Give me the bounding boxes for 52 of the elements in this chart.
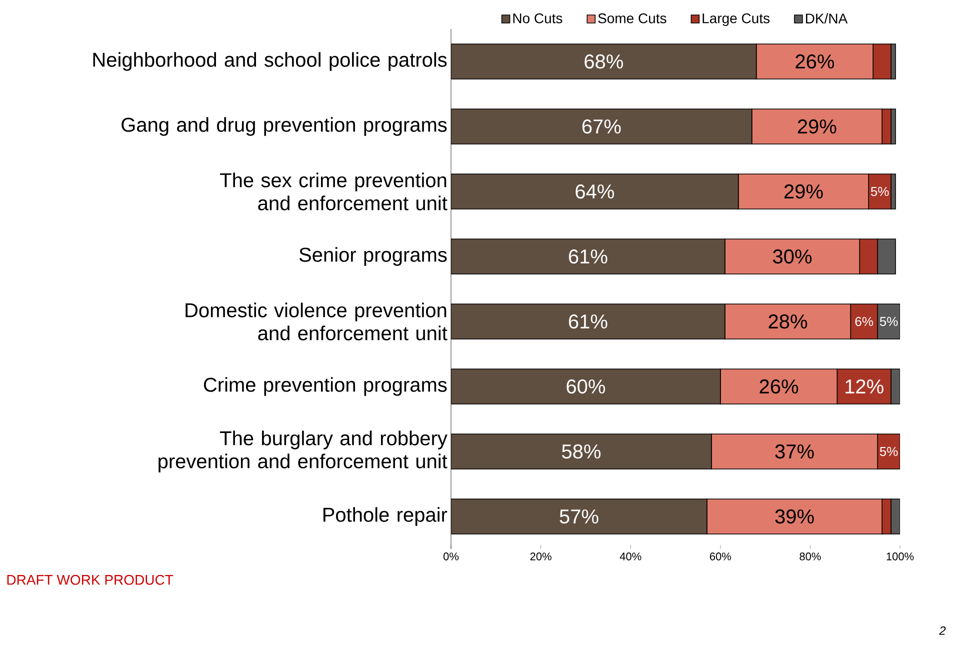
legend-label: DK/NA [806, 13, 848, 24]
x-tick-label: 20% [530, 552, 552, 560]
data-label: 68% [584, 54, 623, 69]
bar [451, 498, 708, 534]
data-label: 37% [775, 444, 814, 459]
bar [451, 174, 739, 210]
data-label: 57% [560, 509, 598, 524]
data-label: 67% [582, 119, 621, 134]
x-tick-label: 80% [800, 552, 821, 560]
data-label: 5% [870, 186, 889, 196]
data-label: 61% [568, 314, 608, 329]
y-tick-label: The sex crime prevention and enforcement unit [220, 172, 448, 210]
legend-label: Large Cuts [702, 13, 770, 26]
bar [872, 44, 892, 80]
data-label: 26% [760, 379, 798, 394]
data-label: 26% [796, 54, 834, 69]
data-label: 12% [846, 379, 884, 394]
data-label: 5% [880, 446, 898, 456]
data-label: 60% [566, 379, 606, 394]
y-tick-label: Domestic violence prevention and enforcement unit [186, 302, 448, 340]
x-tick-label: 100% [886, 552, 914, 560]
text: 2 [939, 626, 946, 635]
y-tick-label: The burglary and robbery prevention and enforcement unit [158, 430, 448, 472]
y-tick-label: Senior programs [299, 247, 447, 266]
data-label: 29% [784, 184, 823, 199]
bar [877, 238, 896, 274]
data-label: 29% [798, 119, 836, 134]
x-tick-label: 40% [620, 552, 642, 560]
data-label: 28% [768, 314, 808, 329]
bar [451, 238, 726, 274]
bar [451, 108, 752, 144]
bar [451, 44, 757, 80]
data-label: 39% [775, 509, 814, 524]
y-tick-label: Pothole repair [323, 507, 448, 526]
data-label: 30% [773, 249, 812, 264]
y-tick-label: Neighborhood and school police patrols [93, 52, 447, 71]
y-tick-label: Crime prevention programs [204, 377, 447, 396]
bar [451, 304, 726, 340]
x-tick-label: 60% [710, 552, 732, 560]
legend-label: No Cuts [513, 13, 562, 24]
bar [451, 434, 712, 470]
data-label: 5% [880, 316, 898, 326]
x-tick-label: 0% [443, 552, 459, 560]
data-label: 64% [576, 184, 614, 199]
data-label: 6% [855, 316, 874, 326]
legend-label: Some Cuts [598, 13, 666, 24]
data-label: 58% [562, 444, 601, 459]
text: DRAFT WORK PRODUCT [7, 574, 174, 585]
bar [859, 238, 878, 274]
y-tick-label: Gang and drug prevention programs [122, 117, 447, 136]
data-label: 61% [568, 249, 608, 264]
bar [451, 368, 721, 404]
